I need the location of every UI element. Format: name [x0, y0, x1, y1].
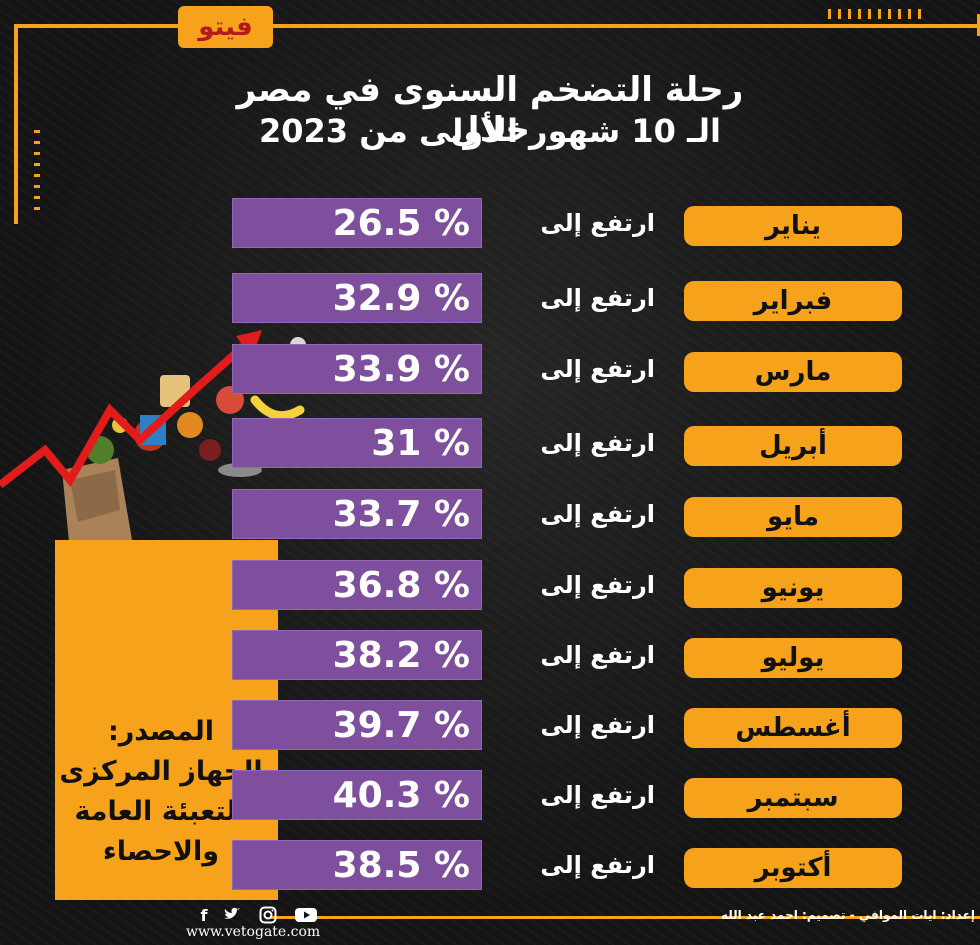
facebook-icon[interactable]: f	[200, 906, 208, 925]
inflation-value: 36.8 %	[232, 560, 482, 610]
inflation-value: 33.9 %	[232, 344, 482, 394]
month-label: سبتمبر	[684, 778, 902, 818]
inflation-row: 38.2 % ارتفع إلى يوليو	[0, 630, 980, 680]
source-line-1: الجهاز المركزى	[59, 756, 263, 787]
month-label: يوليو	[684, 638, 902, 678]
inflation-value: 26.5 %	[232, 198, 482, 248]
inflation-value: 39.7 %	[232, 700, 482, 750]
inflation-row: 33.7 % ارتفع إلى مايو	[0, 489, 980, 539]
inflation-row: 40.3 % ارتفع إلى سبتمبر	[0, 770, 980, 820]
frame-right-tick	[977, 14, 980, 36]
inflation-row: 39.7 % ارتفع إلى أغسطس	[0, 700, 980, 750]
source-line-2: للتعبئة العامة	[74, 796, 248, 827]
rose-to-label: ارتفع إلى	[540, 429, 655, 457]
vetogate-logo: فيتو	[178, 6, 273, 48]
rose-to-label: ارتفع إلى	[540, 851, 655, 879]
inflation-value: 32.9 %	[232, 273, 482, 323]
frame-top-dashes	[828, 4, 928, 23]
source-note: المصدر: الجهاز المركزى للتعبئة العامة وا…	[55, 712, 267, 872]
website-url[interactable]: www.vetogate.com	[186, 924, 321, 940]
youtube-icon[interactable]	[294, 906, 318, 926]
rose-to-label: ارتفع إلى	[540, 500, 655, 528]
month-label: يناير	[684, 206, 902, 246]
inflation-value: 38.2 %	[232, 630, 482, 680]
inflation-value: 33.7 %	[232, 489, 482, 539]
inflation-row: 36.8 % ارتفع إلى يونيو	[0, 560, 980, 610]
inflation-row: 38.5 % ارتفع إلى أكتوبر	[0, 840, 980, 890]
month-label: مارس	[684, 352, 902, 392]
twitter-icon[interactable]	[222, 906, 242, 926]
month-label: يونيو	[684, 568, 902, 608]
inflation-row: 26.5 % ارتفع إلى يناير	[0, 198, 980, 248]
rose-to-label: ارتفع إلى	[540, 571, 655, 599]
inflation-value: 31 %	[232, 418, 482, 468]
inflation-value: 38.5 %	[232, 840, 482, 890]
rose-to-label: ارتفع إلى	[540, 355, 655, 383]
month-label: أغسطس	[684, 708, 902, 748]
frame-dashes	[34, 130, 40, 218]
source-label: المصدر:	[107, 716, 215, 747]
rose-to-label: ارتفع إلى	[540, 781, 655, 809]
credits-line: إعداد: ايات الموافي - تصميم: احمد عبد ال…	[720, 908, 975, 922]
month-label: أكتوبر	[684, 848, 902, 888]
rose-to-label: ارتفع إلى	[540, 711, 655, 739]
instagram-icon[interactable]	[258, 906, 278, 926]
frame-top-line	[14, 24, 979, 28]
page-title-line-2: الـ 10 شهور الأولى من 2023	[259, 112, 721, 150]
inflation-row: 33.9 % ارتفع إلى مارس	[0, 344, 980, 394]
inflation-row: 31 % ارتفع إلى أبريل	[0, 418, 980, 468]
source-line-3: والاحصاء	[102, 836, 220, 867]
frame-left-line	[14, 24, 18, 224]
rose-to-label: ارتفع إلى	[540, 641, 655, 669]
month-label: فبراير	[684, 281, 902, 321]
inflation-row: 32.9 % ارتفع إلى فبراير	[0, 273, 980, 323]
inflation-value: 40.3 %	[232, 770, 482, 820]
rose-to-label: ارتفع إلى	[540, 284, 655, 312]
month-label: مايو	[684, 497, 902, 537]
rose-to-label: ارتفع إلى	[540, 209, 655, 237]
frame-bottom-line	[270, 916, 980, 919]
page-title-line-1: رحلة التضخم السنوى في مصر خلال	[236, 70, 744, 150]
month-label: أبريل	[684, 426, 902, 466]
